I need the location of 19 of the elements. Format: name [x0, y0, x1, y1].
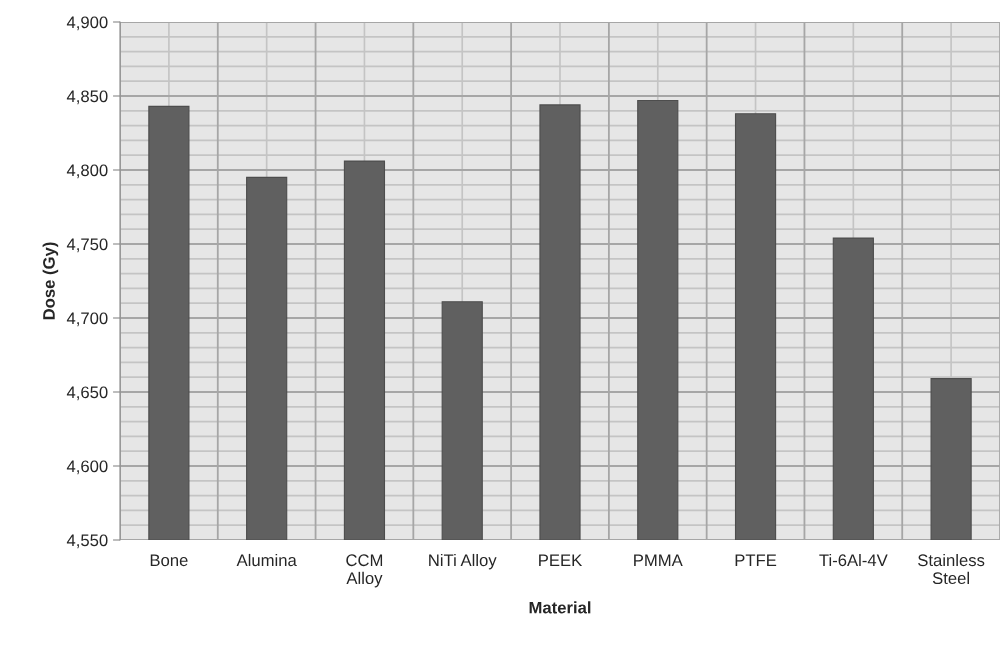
y-tick-label: 4,650 [66, 386, 108, 401]
x-tick-label: PEEK [539, 554, 583, 566]
y-tick-label: 4,800 [66, 164, 108, 179]
y-axis-title: Dose (Gy) [42, 242, 59, 320]
y-tick-label: 4,550 [66, 534, 108, 549]
y-tick-label: 4,850 [66, 90, 108, 105]
y-tick-label: 4,600 [66, 460, 108, 475]
y-tick-label: 4,900 [66, 16, 108, 31]
y-tick-label: 4,750 [66, 238, 108, 253]
x-tick-label: Stainless Steel [918, 553, 985, 585]
x-tick-label: PTFE [735, 554, 777, 566]
y-tick-label: 4,700 [66, 312, 108, 327]
x-axis-title: Material [529, 601, 591, 614]
x-tick-label: NiTi Alloy [429, 553, 497, 570]
x-tick-label: CCM Alloy [346, 554, 383, 588]
x-tick-label: PMMA [634, 554, 683, 566]
x-tick-label: Alumina [236, 553, 297, 567]
x-tick-label: Ti-6Al-4V [819, 553, 888, 567]
x-tick-label: Bone [150, 554, 188, 567]
